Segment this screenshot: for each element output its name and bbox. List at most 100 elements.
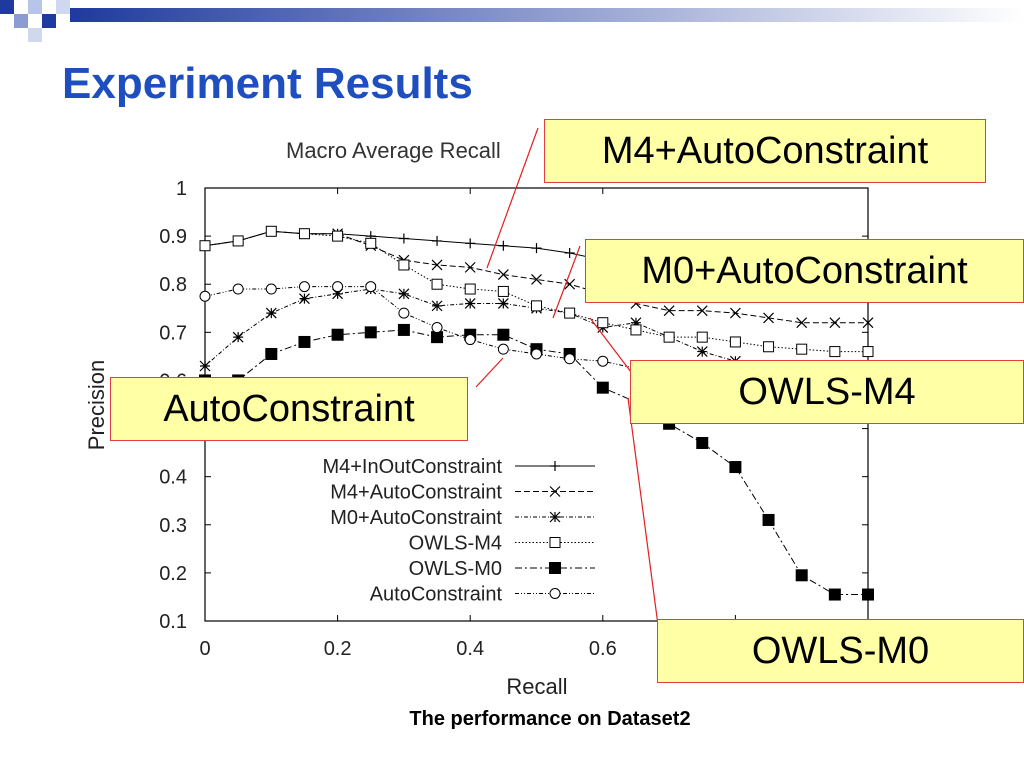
x-axis-label: Recall — [506, 674, 567, 699]
data-point — [464, 298, 476, 309]
data-point — [663, 305, 675, 317]
data-point — [497, 328, 510, 341]
data-point — [564, 353, 576, 365]
callout-owls-m4: OWLS-M4 — [630, 360, 1024, 424]
y-tick-label: 0.2 — [159, 563, 187, 585]
data-point — [432, 235, 443, 246]
y-axis-label: Precision — [84, 360, 109, 450]
leader-line — [589, 317, 632, 373]
data-point — [630, 324, 642, 336]
data-point — [630, 317, 642, 329]
data-point — [531, 273, 542, 285]
data-point — [232, 283, 244, 295]
y-tick-label: 0.3 — [159, 515, 187, 537]
data-point — [464, 334, 476, 346]
data-point — [331, 328, 344, 341]
data-point — [332, 288, 344, 300]
data-point — [497, 285, 509, 297]
data-point — [696, 331, 708, 343]
data-point — [365, 237, 377, 249]
data-point — [464, 283, 476, 295]
data-point — [397, 323, 410, 336]
data-point — [862, 588, 874, 601]
data-point — [729, 307, 741, 319]
data-point — [431, 300, 443, 312]
deco-square — [42, 14, 56, 28]
data-point — [265, 225, 277, 237]
series-line — [204, 288, 868, 367]
x-tick-label: 0.4 — [456, 638, 484, 660]
data-point — [796, 343, 808, 355]
chart-legend: M4+InOutConstraint M4+AutoConstraint M0+Au… — [250, 450, 605, 610]
data-point — [498, 240, 509, 251]
data-point — [828, 588, 841, 601]
data-point — [862, 317, 874, 329]
data-point — [862, 346, 874, 358]
legend-marker — [550, 461, 560, 471]
data-point — [597, 317, 609, 329]
data-point — [531, 300, 542, 312]
chart-title: Macro Average Recall — [286, 138, 501, 163]
legend-marker — [549, 588, 561, 599]
y-tick-label: 0.7 — [159, 322, 187, 344]
series-owls-m4 — [199, 225, 874, 358]
series-line — [204, 230, 868, 324]
data-point — [199, 240, 211, 252]
y-tick-label: 0.1 — [159, 611, 187, 633]
data-point — [795, 569, 808, 582]
chart-caption: The performance on Dataset2 — [409, 708, 691, 730]
data-point — [265, 307, 277, 319]
slide-title: Experiment Results — [62, 59, 473, 108]
data-point — [431, 322, 443, 334]
data-point — [298, 335, 311, 348]
data-point — [431, 331, 444, 344]
data-point — [829, 317, 841, 329]
legend-label: OWLS-M0 — [409, 558, 502, 580]
data-point — [398, 307, 410, 319]
data-point — [398, 259, 410, 271]
data-point — [232, 331, 244, 343]
data-point — [696, 305, 708, 317]
data-point — [398, 233, 409, 244]
data-point — [298, 281, 310, 293]
data-point — [431, 278, 443, 290]
data-point — [365, 281, 377, 293]
data-point — [332, 281, 344, 293]
callout-autoconstraint: AutoConstraint — [110, 377, 468, 441]
data-point — [364, 326, 377, 339]
data-point — [729, 461, 742, 474]
data-point — [796, 317, 808, 329]
data-point — [497, 298, 509, 309]
deco-square — [56, 0, 70, 14]
data-point — [199, 360, 211, 372]
x-tick-label: 0.6 — [589, 638, 617, 660]
data-point — [763, 341, 775, 353]
data-point — [696, 346, 708, 358]
data-point — [332, 230, 344, 242]
legend-marker — [549, 562, 561, 574]
data-point — [596, 381, 609, 394]
data-point — [298, 228, 310, 240]
data-point — [531, 348, 542, 360]
deco-square — [28, 0, 42, 14]
y-tick-label: 0.8 — [159, 274, 187, 296]
x-tick-label: 0 — [199, 638, 210, 660]
leader-line — [475, 357, 504, 388]
data-point — [431, 259, 443, 271]
leader-line — [627, 397, 659, 626]
data-point — [398, 288, 410, 300]
legend-label: OWLS-M4 — [409, 533, 502, 555]
slide-decoration — [0, 0, 1024, 42]
legend-label: M4+InOutConstraint — [322, 456, 502, 478]
data-point — [464, 261, 476, 273]
y-tick-label: 1 — [176, 178, 187, 200]
legend-label: AutoConstraint — [370, 584, 503, 606]
data-point — [497, 343, 509, 355]
y-tick-label: 0.4 — [159, 467, 187, 489]
title-gradient-bar — [70, 8, 1024, 22]
legend-marker — [549, 486, 561, 497]
data-point — [597, 355, 609, 367]
callout-m0-autoconstraint: M0+AutoConstraint — [585, 239, 1024, 303]
legend-marker — [549, 537, 561, 548]
